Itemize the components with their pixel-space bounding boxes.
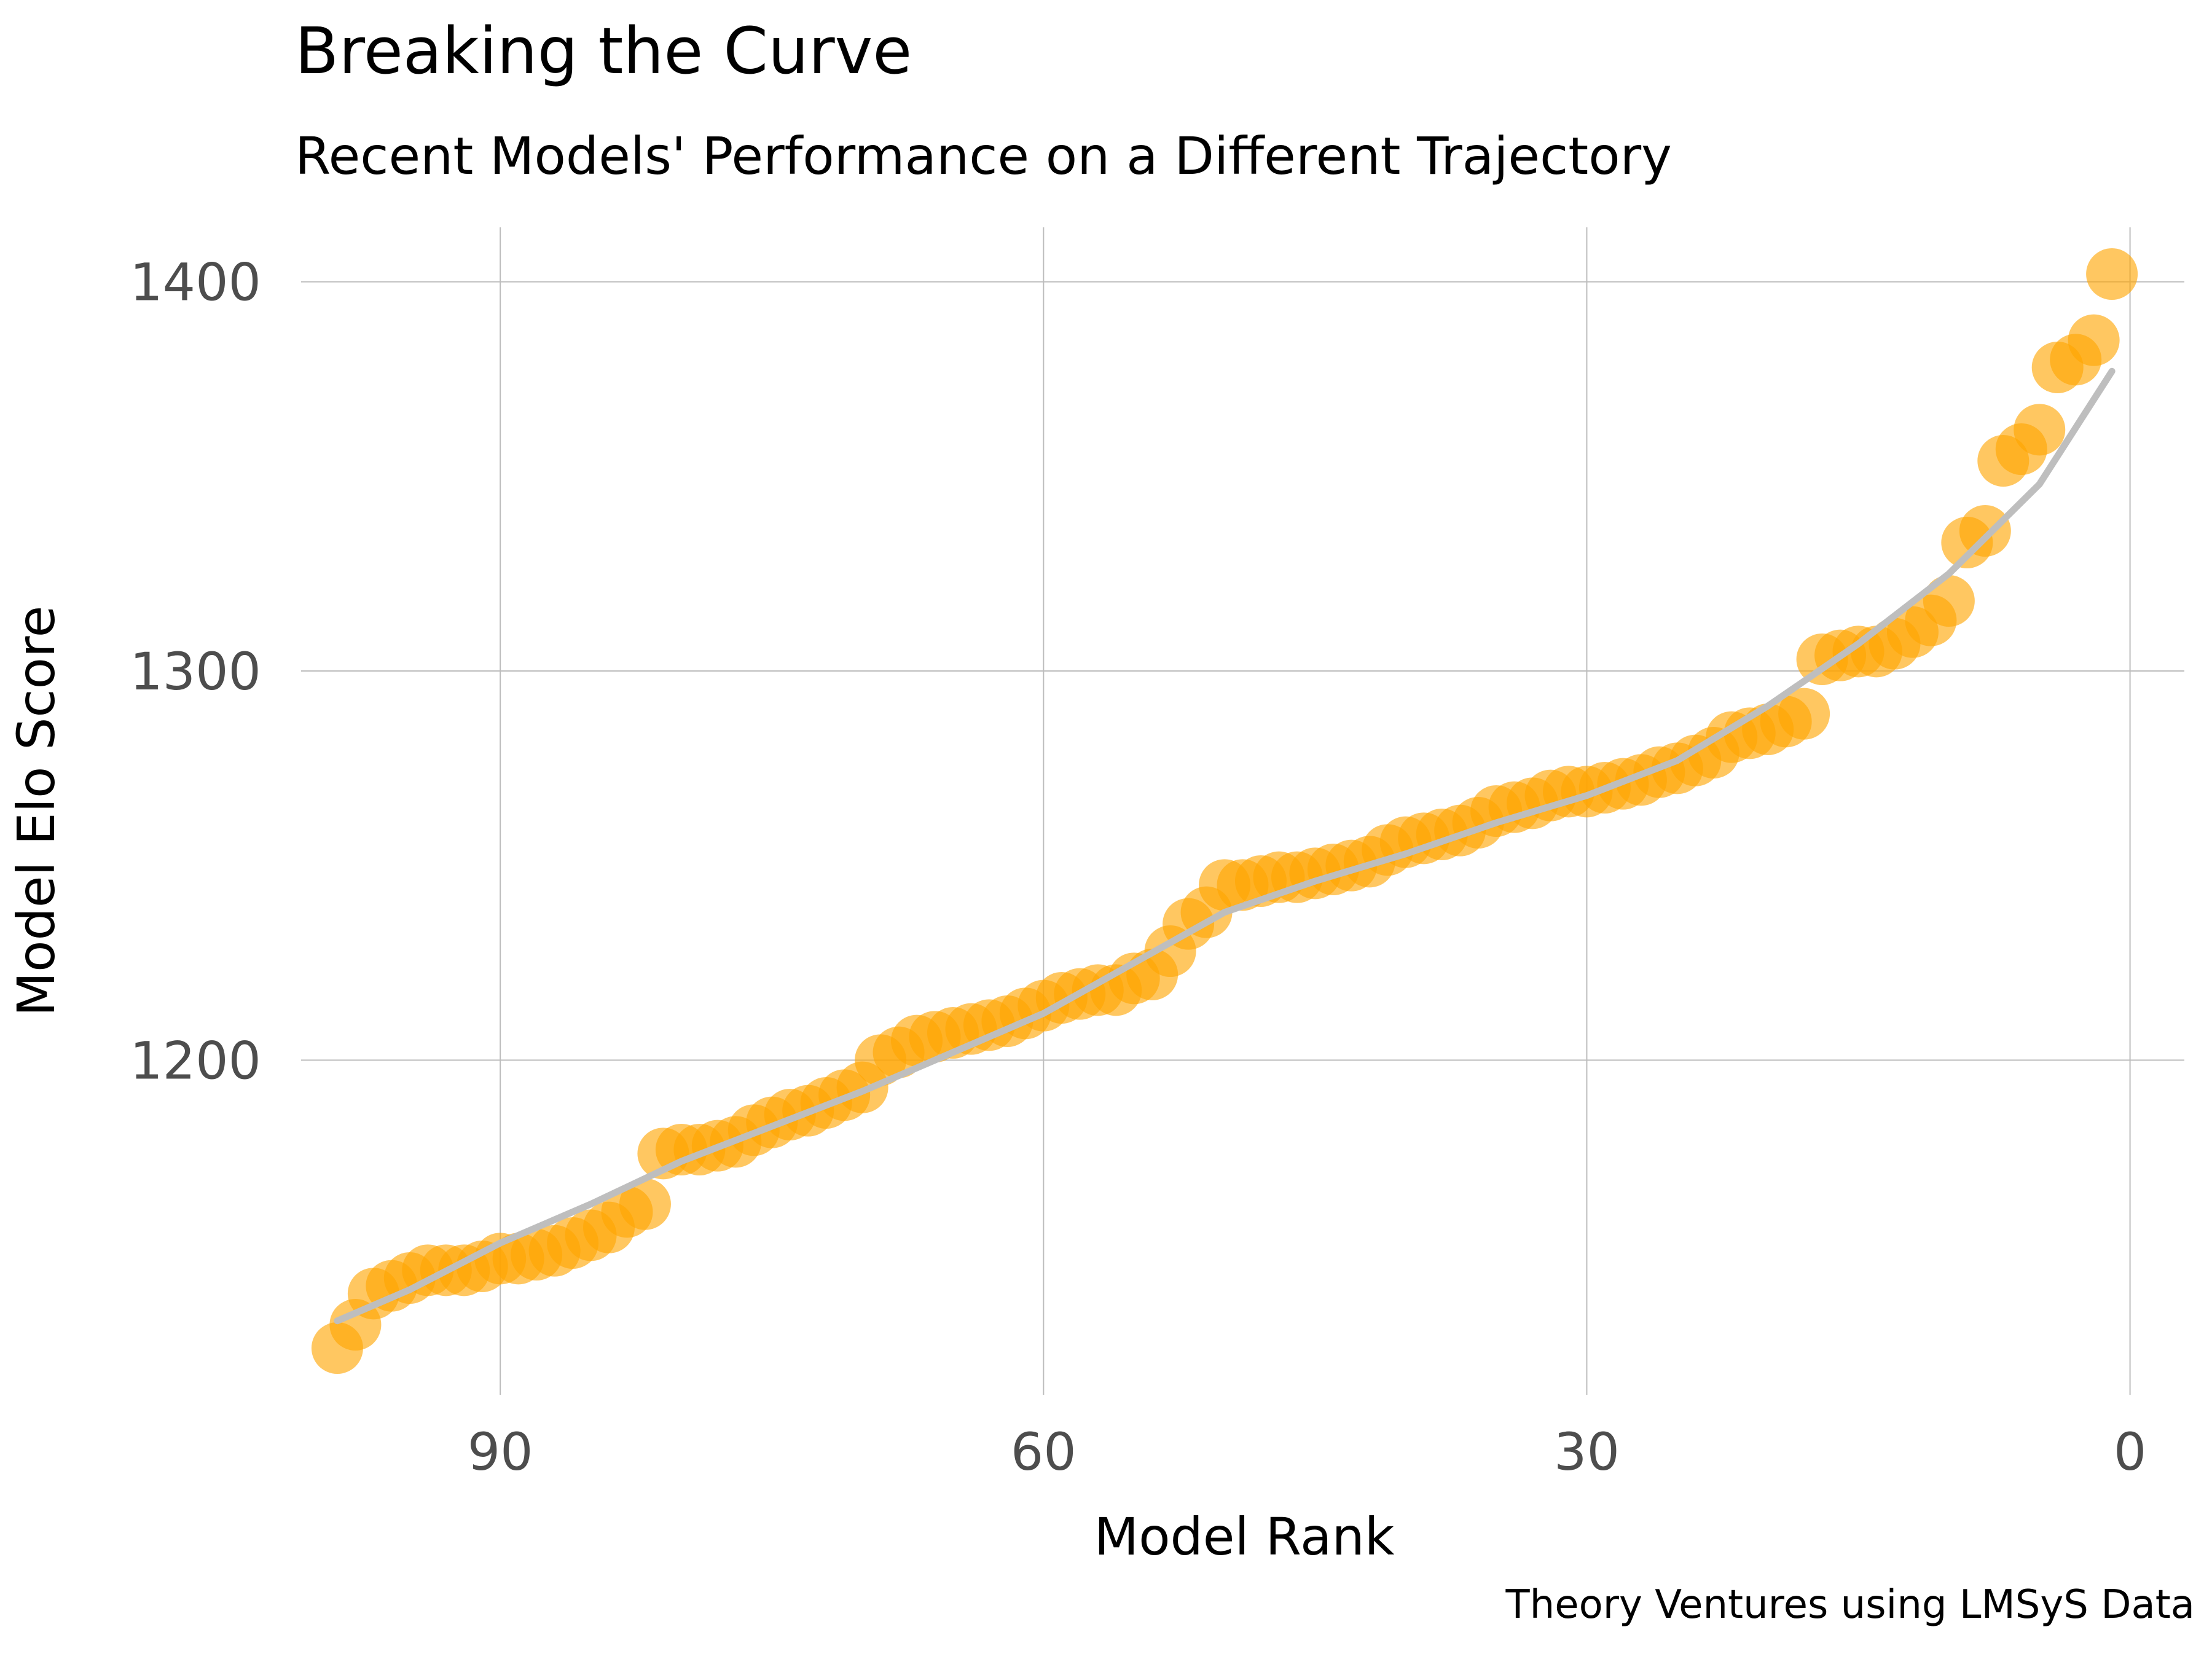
trend-line [334, 367, 2116, 1325]
grid-lines [301, 227, 2184, 1395]
y-axis-label: Model Elo Score [6, 606, 66, 1017]
chart-title: Breaking the Curve [295, 14, 912, 88]
y-tick-label: 1200 [130, 1030, 261, 1091]
y-tick-label: 1300 [130, 641, 261, 702]
data-point [1796, 633, 1848, 685]
y-tick-label: 1400 [130, 253, 261, 313]
x-tick-label: 0 [2114, 1422, 2146, 1482]
data-point [311, 1322, 363, 1374]
x-tick-label: 90 [468, 1422, 533, 1482]
data-point [1977, 435, 2030, 487]
trend-line-group [334, 367, 2116, 1325]
x-tick-label: 30 [1554, 1422, 1620, 1482]
axis-ticks: 1200 1300 1400 90 60 30 0 [130, 253, 2146, 1482]
source-caption: Theory Ventures using LMSyS Data [1505, 1582, 2195, 1628]
data-point [2031, 342, 2084, 393]
chart-subtitle: Recent Models' Performance on a Differen… [295, 126, 1672, 186]
data-point [2086, 248, 2138, 300]
data-point [1941, 517, 1993, 568]
x-axis-label: Model Rank [1094, 1507, 1395, 1567]
x-tick-label: 60 [1011, 1422, 1077, 1482]
